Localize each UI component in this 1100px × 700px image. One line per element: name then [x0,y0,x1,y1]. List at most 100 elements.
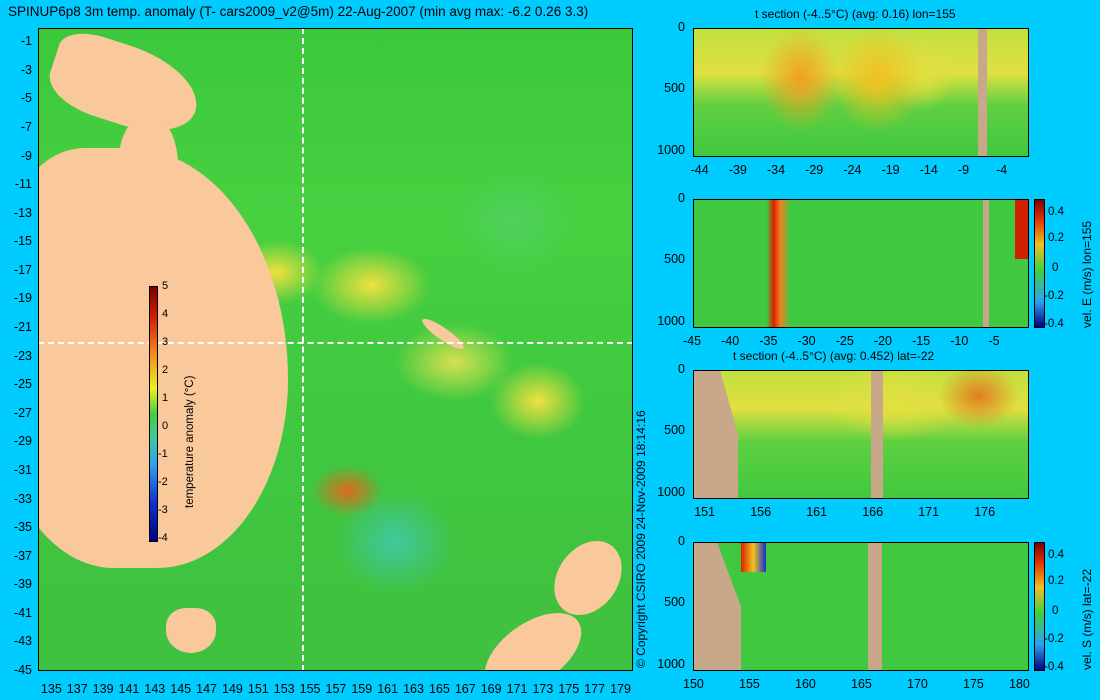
section3-plot [693,370,1029,499]
section-x-tick: -30 [797,334,816,348]
section-x-tick: -9 [957,163,970,177]
section-x-tick: 155 [739,677,760,691]
section4-colorbar [1034,542,1045,671]
map-y-tick: -37 [13,548,32,563]
map-x-tick: 155 [299,682,321,696]
section-x-tick: 156 [750,505,772,519]
section3-frame [693,370,1029,499]
section-x-tick: -45 [683,334,702,348]
map-y-tick: -13 [13,205,32,220]
section4-colorbar-ticks: 0.4 0.2 0 -0.2 -0.4 [1044,543,1078,673]
map-x-tick: 141 [118,682,140,696]
cbar-tick: 2 [162,364,169,376]
section-y-tick: 0 [678,534,685,548]
map-y-tick: -17 [13,262,32,277]
section-x-tick: -20 [873,334,892,348]
map-y-tick: -7 [20,120,32,135]
map-y-tick: -9 [20,148,32,163]
map-y-tick: -33 [13,491,32,506]
cbar-tick: 0 [1052,262,1059,274]
section3-land-mid [871,370,883,499]
section1-plot [693,28,1029,157]
map-y-tick: -41 [13,605,32,620]
map-x-tick: 149 [222,682,243,696]
section3-title: t section (-4..5°C) (avg: 0.452) lat=-22 [733,349,935,363]
section1-title: t section (-4..5°C) (avg: 0.16) lon=155 [755,7,956,21]
cbar-tick: 4 [162,308,169,320]
section-x-tick: 165 [851,677,872,691]
section-y-tick: 500 [664,423,685,438]
section4-feature [741,542,766,572]
section-y-tick: 500 [664,252,685,267]
map-y-tick: -25 [13,377,32,392]
section-y-tick: 1000 [657,313,685,328]
section-x-tick: -4 [996,163,1008,177]
section-x-tick: -29 [805,163,824,177]
map-y-tick: -1 [20,34,32,49]
section-x-tick: -39 [728,163,747,177]
section4-colorbar-label: vel. S (m/s) lat=-22 [1080,568,1094,670]
map-x-tick: 153 [273,682,295,696]
map-y-tick: -3 [20,62,32,77]
crosshair-vertical [302,28,304,671]
section-y-tick: 0 [678,20,685,34]
map-y-tick: -5 [20,91,32,106]
cbar-tick: 0.2 [1048,232,1064,244]
section4-frame [693,542,1029,671]
cbar-tick: -0.4 [1044,661,1064,673]
cbar-tick: -0.2 [1044,633,1064,645]
section4-plot [693,542,1029,671]
section-y-tick: 1000 [657,656,685,671]
map-y-tick: -21 [13,320,32,335]
section2-colorbar-ticks: 0.4 0.2 0 -0.2 -0.4 [1044,200,1078,330]
section-x-tick: -10 [950,334,969,348]
cbar-tick: -0.2 [1044,290,1064,302]
cbar-tick: 5 [162,280,169,292]
section-x-tick: 166 [862,505,884,519]
section-x-tick: 161 [806,505,828,519]
section-y-tick: 500 [664,595,685,610]
map-x-tick: 169 [480,682,502,696]
map-x-tick: 175 [558,682,580,696]
section-x-tick: -14 [919,163,938,177]
map-x-tick: 145 [170,682,192,696]
map-y-tick: -23 [13,348,32,363]
map-y-tick: -29 [13,434,32,449]
section4-land-mid [868,542,882,671]
land-cape-york [118,118,178,238]
map-colorbar [149,286,158,542]
temperature-anomaly-map: 5 4 3 2 1 0 -1 -2 -3 -4 temperature anom… [38,28,633,671]
page-title: SPINUP6p8 3m temp. anomaly (T- cars2009_… [8,4,589,19]
section-x-tick: -15 [912,334,931,348]
map-x-tick: 139 [92,682,114,696]
cbar-tick: 0.4 [1048,206,1064,218]
map-frame [38,28,633,671]
section-y-tick: 500 [664,81,685,96]
map-x-tick: 151 [247,682,269,696]
map-x-tick: 179 [610,682,631,696]
map-y-tick: -45 [13,663,32,677]
section-y-tick: 0 [678,362,685,376]
cbar-tick: -0.4 [1044,318,1064,330]
section1-frame [693,28,1029,157]
section-x-tick: -44 [690,163,709,177]
cbar-tick: 0 [1052,605,1059,617]
map-y-tick: -39 [13,577,32,592]
section-x-tick: -24 [843,163,862,177]
map-x-tick: 163 [403,682,424,696]
section-y-tick: 1000 [657,484,685,499]
section-x-tick: 160 [795,677,816,691]
map-x-tick: 159 [351,682,373,696]
cbar-tick: -3 [158,504,168,516]
section2-feature [1015,199,1029,259]
section2-plot [693,199,1029,328]
map-y-tick: -35 [13,520,32,535]
map-y-tick: -43 [13,634,32,649]
cbar-tick: -1 [158,448,168,460]
map-x-tick: 143 [144,682,166,696]
section1-land [978,28,987,157]
section-x-tick: 176 [974,505,996,519]
section-x-tick: 175 [963,677,984,691]
section2-colorbar-label: vel. E (m/s) lon=155 [1080,220,1094,328]
cbar-tick: -2 [158,476,168,488]
